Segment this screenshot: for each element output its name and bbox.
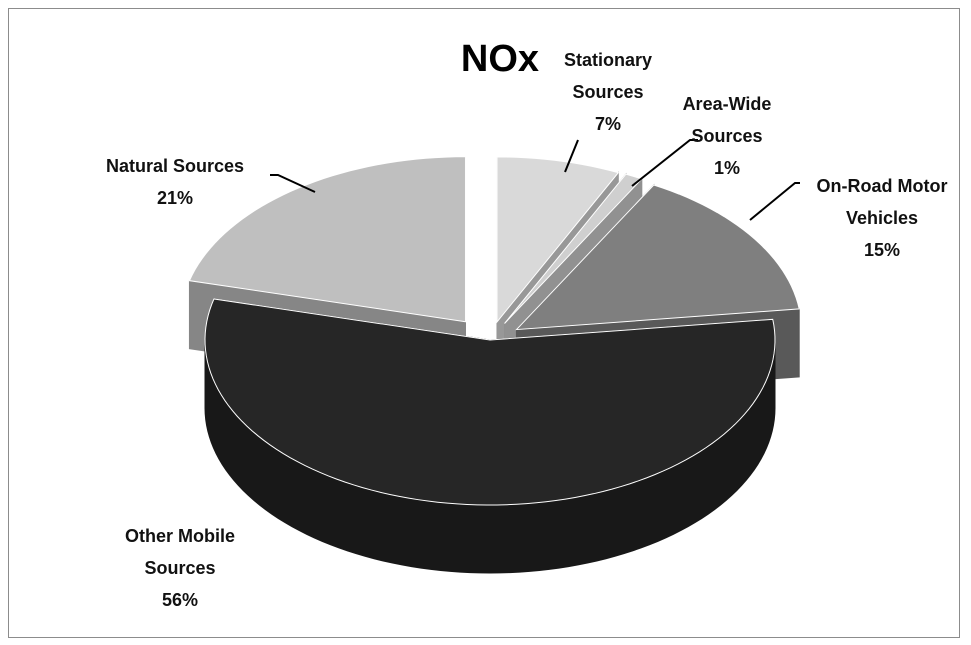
chart-frame	[8, 8, 960, 638]
slice-label: Area-Wide Sources 1%	[677, 88, 777, 184]
slice-label: On-Road Motor Vehicles 15%	[802, 170, 962, 266]
slice-top	[515, 184, 800, 331]
leader-line	[564, 139, 579, 173]
slice-label: Other Mobile Sources 56%	[100, 520, 260, 616]
slice-top	[496, 156, 620, 324]
category-label: Natural Sources	[105, 156, 245, 176]
value-label: 21%	[156, 188, 194, 208]
category-label: On-Road Motor Vehicles	[816, 176, 948, 228]
slice-top	[504, 173, 643, 324]
leader-line	[749, 182, 800, 221]
value-label: 15%	[863, 240, 901, 260]
leader-line	[270, 174, 316, 193]
category-label: Stationary Sources	[563, 50, 653, 102]
slice-top	[188, 156, 466, 323]
leader-line	[631, 139, 698, 187]
value-label: 7%	[594, 114, 621, 134]
value-label: 56%	[161, 590, 199, 610]
value-label: 1%	[713, 158, 740, 178]
category-label: Area-Wide Sources	[682, 94, 772, 146]
slice-top	[204, 298, 776, 506]
slice	[204, 298, 776, 574]
slice-label: Stationary Sources 7%	[553, 44, 663, 140]
category-label: Other Mobile Sources	[124, 526, 235, 578]
slice-label: Natural Sources 21%	[70, 150, 280, 214]
chart-title: NOx	[460, 38, 540, 80]
